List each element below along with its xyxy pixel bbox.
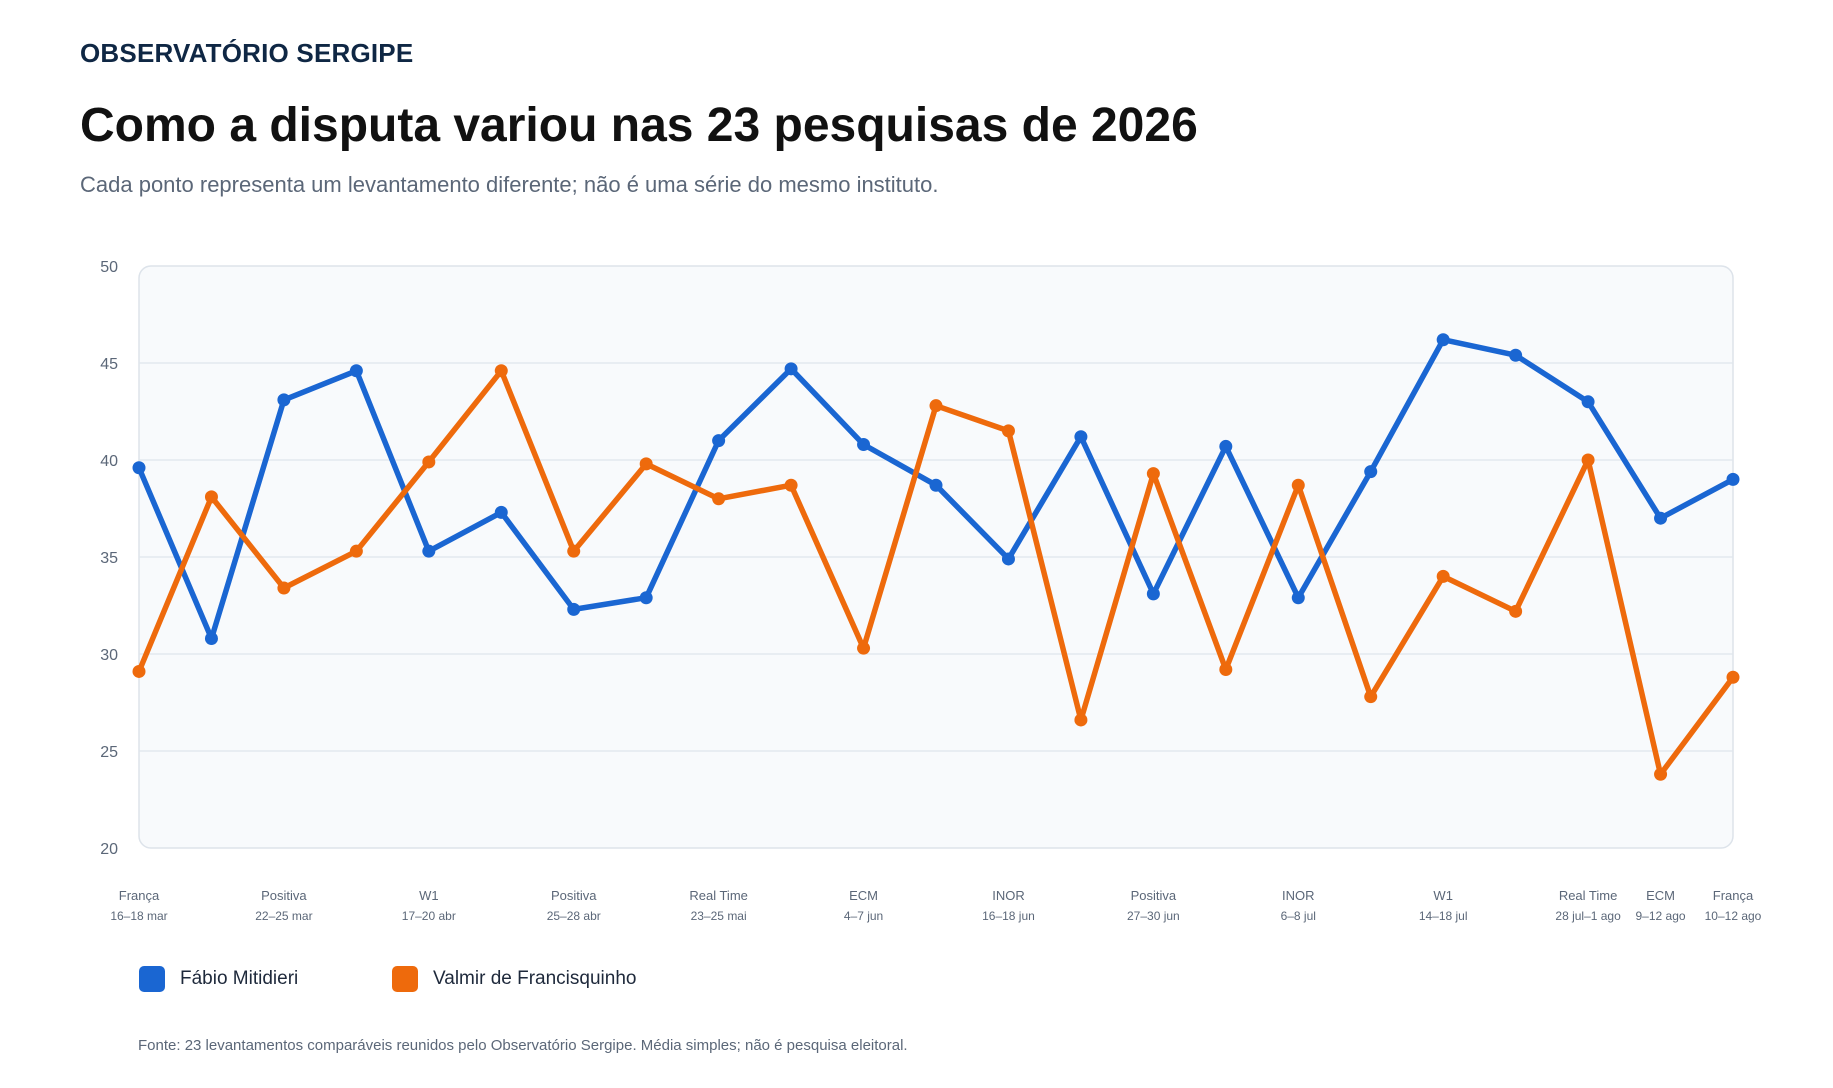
- x-tick-dates: 27–30 jun: [1127, 909, 1180, 923]
- gridlines: [139, 362, 1733, 752]
- x-tick-dates: 22–25 mar: [255, 909, 312, 923]
- x-tick-dates: 10–12 ago: [1705, 909, 1762, 923]
- data-point: [349, 364, 363, 378]
- series-group: [132, 333, 1740, 781]
- data-point: [567, 544, 581, 558]
- data-point: [1219, 663, 1233, 677]
- x-tick-institute: Positiva: [1131, 888, 1177, 903]
- line-chart: 20 25 30 35 40 45 50 França 16–18 mar Positiva 22…: [100, 259, 1761, 923]
- x-tick-dates: 16–18 jun: [982, 909, 1035, 923]
- data-point: [132, 664, 146, 678]
- data-point: [349, 544, 363, 558]
- x-tick-dates: 14–18 jul: [1419, 909, 1468, 923]
- data-point: [1074, 713, 1088, 727]
- legend-swatch: [139, 966, 165, 992]
- legend-label: Valmir de Francisquinho: [433, 968, 637, 989]
- y-tick-label: 40: [100, 453, 118, 470]
- x-tick-dates: 6–8 jul: [1281, 909, 1316, 923]
- data-point: [857, 641, 871, 655]
- source-note: Fonte: 23 levantamentos comparáveis reun…: [138, 1037, 908, 1054]
- data-point: [639, 591, 653, 605]
- data-point: [1146, 587, 1160, 601]
- y-axis: 20 25 30 35 40 45 50: [100, 259, 118, 858]
- x-tick-institute: ECM: [1646, 888, 1675, 903]
- data-point: [132, 461, 146, 475]
- data-point: [1146, 467, 1160, 481]
- x-tick-institute: INOR: [1282, 888, 1315, 903]
- x-tick-institute: França: [119, 888, 160, 903]
- data-point: [204, 490, 218, 504]
- chart-subtitle: Cada ponto representa um levantamento di…: [80, 172, 939, 197]
- data-point: [204, 631, 218, 645]
- data-point: [639, 457, 653, 471]
- x-tick-institute: Positiva: [261, 888, 307, 903]
- data-point: [1654, 511, 1668, 525]
- x-tick-dates: 23–25 mai: [691, 909, 747, 923]
- legend-label: Fábio Mitidieri: [180, 968, 299, 989]
- x-tick-institute: ECM: [849, 888, 878, 903]
- data-point: [1509, 348, 1523, 362]
- data-point: [784, 362, 798, 376]
- data-point: [1436, 569, 1450, 583]
- brand-label: OBSERVATÓRIO SERGIPE: [80, 38, 414, 68]
- data-point: [712, 434, 726, 448]
- data-point: [1654, 767, 1668, 781]
- data-point: [929, 478, 943, 492]
- data-point: [1509, 604, 1523, 618]
- data-point: [567, 602, 581, 616]
- x-axis: França 16–18 mar Positiva 22–25 mar W1 17–20 …: [110, 888, 1761, 923]
- data-point: [1001, 424, 1015, 438]
- data-point: [494, 505, 508, 519]
- data-point: [1219, 439, 1233, 453]
- data-point: [277, 393, 291, 407]
- y-tick-label: 20: [100, 841, 118, 858]
- data-point: [784, 478, 798, 492]
- x-tick-institute: INOR: [992, 888, 1025, 903]
- x-tick-institute: W1: [1433, 888, 1453, 903]
- x-tick-institute: França: [1713, 888, 1754, 903]
- x-tick-institute: Real Time: [689, 888, 748, 903]
- y-tick-label: 50: [100, 259, 118, 276]
- x-tick-dates: 16–18 mar: [110, 909, 167, 923]
- legend-item-series-2: Valmir de Francisquinho: [392, 966, 636, 992]
- data-point: [929, 399, 943, 413]
- data-point: [1726, 472, 1740, 486]
- y-tick-label: 30: [100, 647, 118, 664]
- data-point: [1291, 478, 1305, 492]
- data-point: [1291, 591, 1305, 605]
- data-point: [1581, 453, 1595, 467]
- x-tick-institute: Real Time: [1559, 888, 1618, 903]
- x-tick-dates: 28 jul–1 ago: [1555, 909, 1621, 923]
- data-point: [1726, 670, 1740, 684]
- x-tick-dates: 25–28 abr: [547, 909, 601, 923]
- x-tick-dates: 4–7 jun: [844, 909, 883, 923]
- data-point: [494, 364, 508, 378]
- legend-swatch: [392, 966, 418, 992]
- x-tick-institute: Positiva: [551, 888, 597, 903]
- data-point: [857, 437, 871, 451]
- data-point: [422, 544, 436, 558]
- x-tick-dates: 9–12 ago: [1636, 909, 1686, 923]
- data-point: [1074, 430, 1088, 444]
- data-point: [1001, 552, 1015, 566]
- legend-item-series-1: Fábio Mitidieri: [139, 966, 298, 992]
- series-2: [132, 364, 1740, 781]
- data-point: [1364, 690, 1378, 704]
- data-point: [422, 455, 436, 469]
- x-tick-institute: W1: [419, 888, 439, 903]
- x-tick-dates: 17–20 abr: [402, 909, 456, 923]
- data-point: [277, 581, 291, 595]
- data-point: [712, 492, 726, 506]
- data-point: [1581, 395, 1595, 409]
- data-point: [1364, 465, 1378, 479]
- y-tick-label: 25: [100, 744, 118, 761]
- y-tick-label: 35: [100, 550, 118, 567]
- chart-title: Como a disputa variou nas 23 pesquisas d…: [80, 99, 1198, 152]
- data-point: [1436, 333, 1450, 347]
- y-tick-label: 45: [100, 356, 118, 373]
